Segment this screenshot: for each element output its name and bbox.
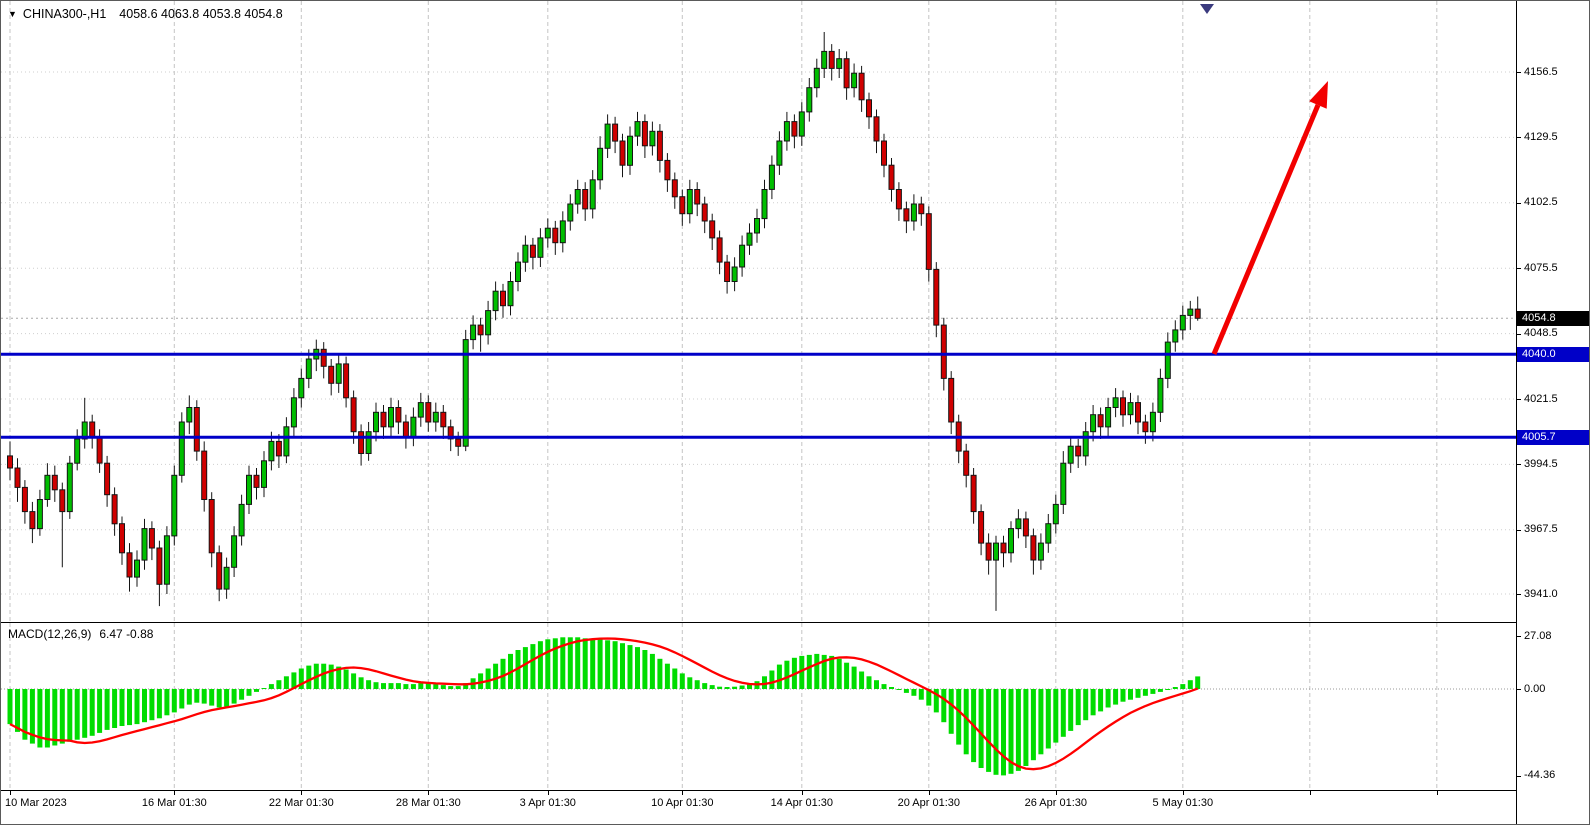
- time-tickmark: [174, 791, 176, 795]
- time-axis-label: 10 Mar 2023: [5, 797, 67, 809]
- chart-collapse-icon[interactable]: ▼: [8, 9, 17, 19]
- pane-splitter[interactable]: [1, 622, 1589, 623]
- time-tickmark: [547, 791, 549, 795]
- price-chart-canvas[interactable]: [1, 1, 1516, 622]
- vertical-gridlines: [9, 1, 1438, 622]
- axis-tickmark: [1517, 464, 1521, 466]
- axis-tickmark: [1517, 594, 1521, 595]
- macd-chart-canvas[interactable]: [1, 623, 1516, 790]
- price-tick-label: 4102.5: [1524, 196, 1558, 209]
- price-tick-label: 3941.0: [1524, 587, 1558, 600]
- price-tick-label: 4129.5: [1524, 130, 1558, 143]
- level-price-tag: 4005.7: [1517, 429, 1589, 445]
- price-axis[interactable]: 4054.8 4040.0 4005.7 4156.5 4129.5 4102.5 4…: [1516, 1, 1589, 824]
- level-lines-layer[interactable]: [1, 352, 1516, 439]
- pane-separator: [1, 790, 1589, 791]
- time-axis-label: 16 Mar 01:30: [141, 797, 207, 809]
- price-tick-label: 4075.5: [1524, 261, 1558, 274]
- time-tickmark: [682, 791, 684, 795]
- axis-tickmark: [1517, 399, 1521, 400]
- symbol-period-label: CHINA300-,H1: [22, 7, 107, 21]
- indicator-name: MACD(12,26,9): [8, 627, 92, 641]
- price-tick-label: 3994.5: [1524, 457, 1558, 470]
- vertical-gridlines: [9, 623, 1438, 790]
- time-axis-label: 14 Apr 01:30: [770, 797, 833, 809]
- horizontal-gridlines: [1, 71, 1516, 595]
- macd-signal-line: [9, 637, 1199, 771]
- macd-tick-label: 0.00: [1524, 682, 1546, 695]
- price-tick-label: 4156.5: [1524, 65, 1558, 78]
- chart-shift-marker: [1200, 4, 1214, 14]
- current-price-tag: 4054.8: [1517, 310, 1589, 326]
- time-tickmark: [801, 791, 803, 795]
- time-axis-label: 22 Mar 01:30: [268, 797, 334, 809]
- candles-layer: [7, 32, 1201, 611]
- axis-tickmark: [1517, 636, 1521, 638]
- macd-tick-label: 27.08: [1524, 629, 1552, 642]
- macd-tick-label: -44.36: [1524, 769, 1556, 781]
- time-tickmark: [1055, 791, 1057, 795]
- price-svg[interactable]: [1, 1, 1516, 622]
- macd-svg[interactable]: [1, 623, 1516, 790]
- axis-tickmark: [1517, 137, 1521, 139]
- axis-tickmark: [1517, 529, 1521, 531]
- axis-tickmark: [1517, 333, 1521, 335]
- time-tickmark: [301, 791, 303, 795]
- price-tick-label: 3967.5: [1524, 523, 1558, 536]
- axis-tickmark: [1517, 689, 1521, 690]
- time-axis-label: 26 Apr 01:30: [1024, 797, 1087, 809]
- time-axis-label: 10 Apr 01:30: [651, 797, 714, 809]
- time-axis-label: 28 Mar 01:30: [395, 797, 461, 809]
- time-axis-label: 5 May 01:30: [1152, 797, 1214, 809]
- time-tickmark: [1309, 791, 1311, 795]
- time-axis-label: 20 Apr 01:30: [897, 797, 960, 809]
- time-tickmark: [1182, 791, 1184, 795]
- axis-tickmark: [1517, 72, 1521, 73]
- price-tick-label: 4048.5: [1524, 327, 1558, 340]
- price-tick-label: 4021.5: [1524, 392, 1558, 405]
- time-axis-label: 3 Apr 01:30: [519, 797, 576, 809]
- level-price-tag: 4040.0: [1517, 346, 1589, 362]
- quote-line: ▼ CHINA300-,H1 4058.6 4063.8 4053.8 4054.8: [8, 7, 283, 21]
- time-tickmark: [1436, 791, 1438, 795]
- axis-tickmark: [1517, 202, 1521, 204]
- time-tickmark: [928, 791, 930, 795]
- time-axis[interactable]: 10 Mar 2023 16 Mar 01:30 22 Mar 01:30 28 Ma…: [1, 791, 1516, 824]
- indicator-values: 6.47 -0.88: [99, 627, 154, 641]
- time-tickmark: [428, 791, 430, 795]
- axis-tickmark: [1517, 268, 1521, 270]
- indicator-label: MACD(12,26,9) 6.47 -0.88: [8, 627, 153, 641]
- time-tickmark: [10, 791, 11, 795]
- macd-histogram-layer: [7, 637, 1201, 776]
- ohlc-values: 4058.6 4063.8 4053.8 4054.8: [119, 7, 283, 21]
- trend-arrow[interactable]: [1211, 81, 1328, 355]
- axis-tickmark: [1517, 775, 1521, 777]
